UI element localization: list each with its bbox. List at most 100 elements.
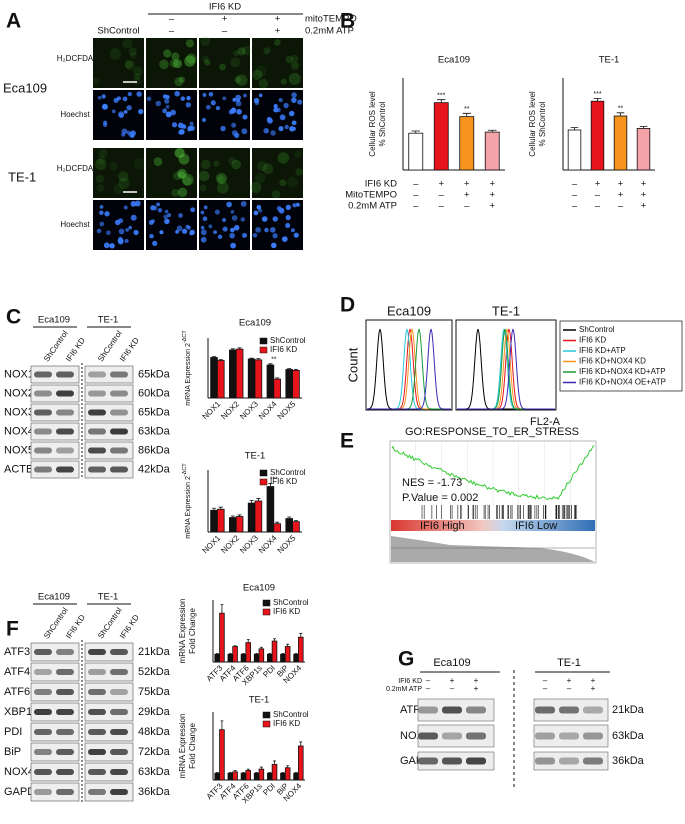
nucleus: [128, 225, 133, 230]
sign: –: [543, 676, 548, 685]
nucleus: [222, 96, 227, 101]
bar: [240, 772, 247, 781]
nucleus: [164, 209, 169, 214]
band: [88, 689, 106, 695]
nucleus: [208, 91, 214, 97]
error-bar: [215, 653, 219, 655]
nucleus: [267, 118, 273, 124]
band: [583, 732, 603, 740]
nucleus: [180, 96, 185, 101]
chart-title: GO:RESPONSE_TO_ER_STRESS: [405, 426, 579, 438]
nucleus: [270, 242, 277, 249]
cell: [109, 48, 122, 60]
band: [34, 466, 52, 473]
band: [34, 649, 52, 655]
band: [418, 706, 438, 714]
cell: [228, 156, 236, 165]
error-bar: [293, 520, 299, 522]
enrichment-curve: [391, 444, 595, 501]
cell-line-label: TE-1: [8, 169, 36, 184]
band: [535, 732, 555, 740]
rank-label: IFI6 Low: [515, 520, 557, 532]
error-bar: [488, 129, 497, 133]
x-tick-label: NOX5: [276, 399, 298, 421]
band: [559, 732, 579, 740]
sign: –: [618, 201, 624, 212]
row-label: NOX3: [4, 406, 34, 418]
size-label: 65kDa: [138, 406, 171, 418]
bar: [227, 772, 234, 781]
error-bar: [255, 653, 259, 655]
row-label: XBP1s: [4, 706, 38, 718]
band: [56, 689, 74, 695]
blot-strip: [30, 742, 80, 762]
micrograph: [199, 90, 250, 140]
nucleus: [232, 97, 237, 102]
band: [442, 757, 462, 765]
sign: +: [618, 179, 624, 190]
band: [110, 749, 128, 755]
bar: [245, 642, 251, 663]
ranked-metric: [391, 536, 595, 562]
band: [34, 371, 52, 378]
cell: [236, 74, 248, 86]
sign: +: [450, 676, 455, 685]
micrograph: [199, 36, 252, 88]
error-bar: [218, 506, 223, 510]
cell: [174, 147, 185, 159]
micrograph-bg: [146, 38, 197, 88]
cell: [295, 168, 304, 176]
blot-strip: [30, 384, 80, 403]
band: [56, 669, 74, 675]
cell: [171, 52, 180, 61]
x-tick-label: NOX2: [219, 533, 241, 555]
group-label: TE-1: [557, 657, 581, 669]
nucleus: [269, 227, 276, 233]
nucleus: [222, 226, 228, 232]
bar: [280, 653, 286, 663]
sign: +: [489, 190, 495, 201]
bar: [235, 516, 244, 533]
band: [466, 706, 486, 714]
bar: [293, 653, 299, 663]
blot-strip: [84, 722, 134, 742]
blot-strip: [84, 782, 134, 802]
cell: [294, 150, 302, 158]
error-bar: [273, 638, 276, 642]
bar: [254, 500, 263, 533]
cell: [97, 155, 106, 165]
treatment-label: 0.2mM ATP: [305, 26, 354, 37]
band: [535, 706, 555, 714]
cell: [290, 54, 299, 63]
panel-label: F: [6, 618, 19, 641]
condition-label: 0.2mM ATP: [348, 201, 397, 212]
nucleus: [226, 201, 232, 208]
panel-label: D: [340, 294, 355, 317]
error-bar: [275, 377, 280, 380]
nucleus: [170, 109, 176, 116]
error-bar: [411, 130, 420, 134]
histogram-curve: [367, 328, 451, 410]
legend-swatch: [259, 337, 268, 345]
nucleus: [116, 96, 121, 101]
legend-label: IFI6 KD+NOX4 KD: [579, 357, 646, 366]
nucleus: [255, 226, 261, 233]
nucleus: [201, 117, 207, 123]
band: [88, 709, 106, 715]
band: [34, 390, 52, 397]
blot-strip: [84, 742, 134, 762]
cell: [263, 47, 271, 55]
band: [56, 769, 74, 775]
band: [56, 466, 74, 473]
cell: [95, 158, 107, 171]
nucleus: [233, 224, 240, 231]
blot-strip: [30, 642, 80, 662]
cell: [215, 172, 228, 185]
band: [583, 757, 603, 765]
error-bar: [230, 348, 235, 350]
nucleus: [291, 120, 297, 126]
bar: [484, 131, 500, 171]
cell: [277, 152, 290, 164]
cell: [132, 66, 143, 77]
cell: [198, 170, 210, 182]
